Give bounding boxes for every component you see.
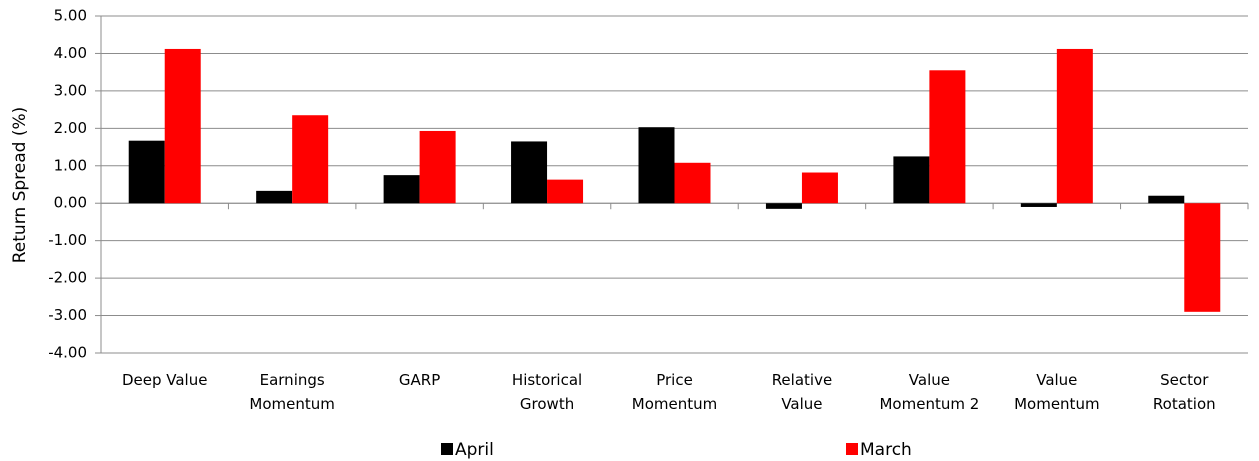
legend-swatch [441,443,453,455]
bar [1184,203,1221,312]
bar [292,115,329,204]
bar [674,162,711,204]
bar [1056,48,1093,204]
x-tick-label: GARP [399,371,440,389]
bar [765,203,802,209]
x-tick-label: Relative Value [772,371,833,413]
bar [801,172,838,204]
bar [638,127,675,204]
x-tick-label: Historical Growth [512,371,582,413]
bar [419,130,456,204]
y-tick-label: -4.00 [48,344,87,362]
bar [547,179,584,204]
y-tick-label: 1.00 [54,156,87,174]
y-tick-label: -3.00 [48,306,87,324]
x-tick-label: Value Momentum [1014,371,1099,413]
y-tick-label: 4.00 [54,44,87,62]
x-tick-label: Sector Rotation [1153,371,1216,413]
legend-label: April [455,440,494,460]
bar [511,141,548,204]
y-axis-title: Return Spread (%) [10,107,30,264]
y-tick-label: -2.00 [48,269,87,287]
x-tick-label: Earnings Momentum [249,371,334,413]
y-tick-label: 0.00 [54,194,87,212]
y-tick-label: -1.00 [48,231,87,249]
bar [1020,203,1057,207]
legend-swatch [846,443,858,455]
y-tick-label: 3.00 [54,81,87,99]
bar [383,175,420,204]
x-tick-label: Price Momentum [632,371,717,413]
y-tick-label: 2.00 [54,119,87,137]
bar [893,156,930,204]
bar [1148,195,1185,204]
bar [164,48,201,204]
x-tick-label: Value Momentum 2 [879,371,979,413]
legend-label: March [860,440,912,460]
x-tick-label: Deep Value [122,371,208,389]
bar [256,190,293,204]
bar [128,140,165,204]
bar [929,70,966,204]
y-tick-label: 5.00 [54,7,87,25]
